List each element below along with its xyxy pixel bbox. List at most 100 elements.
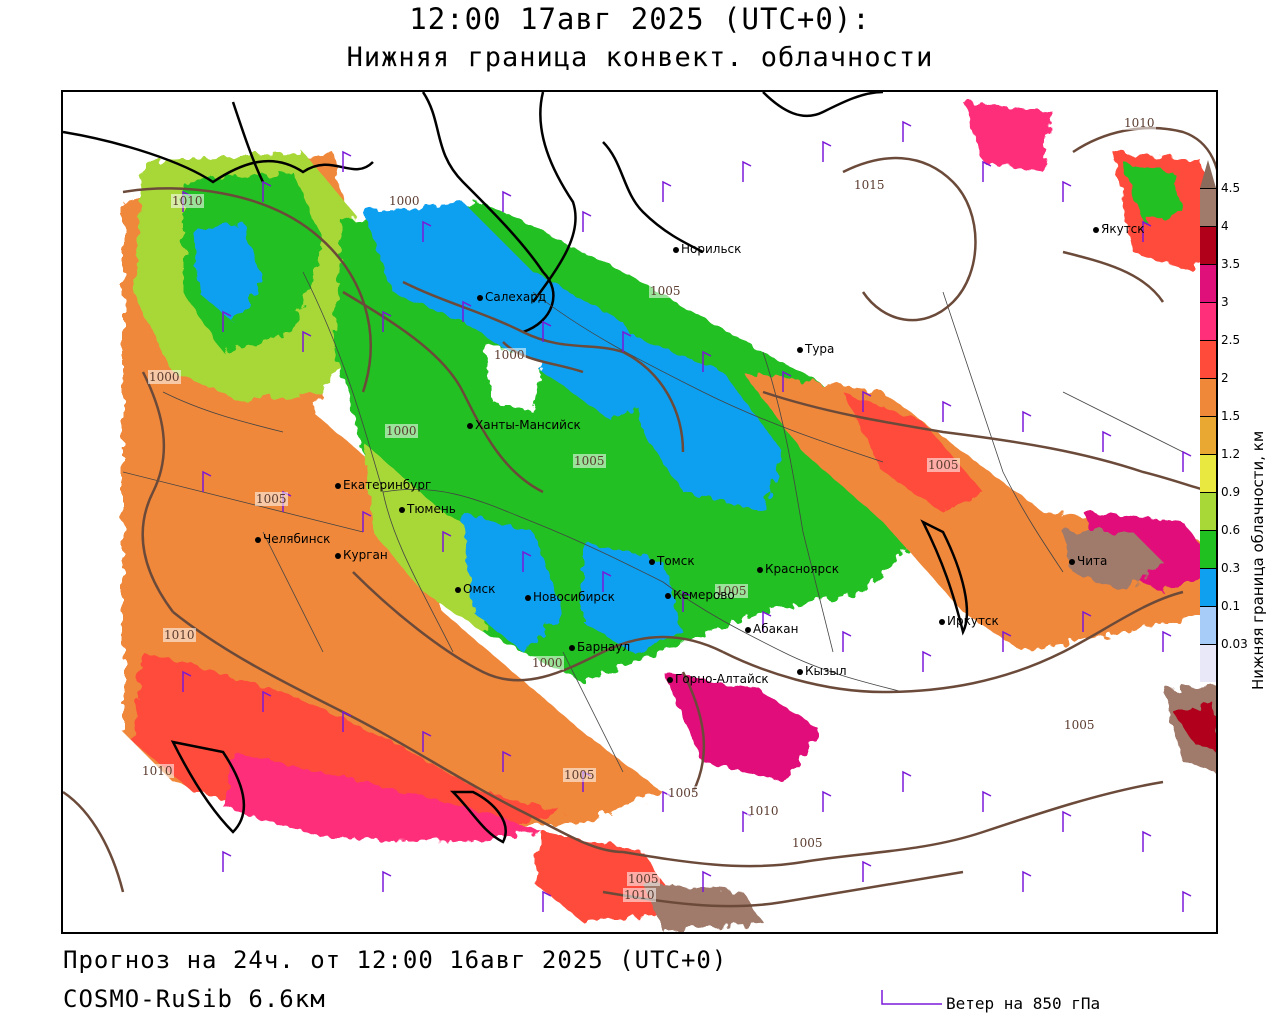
city-label: Барнаул xyxy=(569,640,630,654)
isobar-label: 1010 xyxy=(141,764,174,778)
isobar-label: 1010 xyxy=(1123,116,1156,130)
isobar-label: 1005 xyxy=(649,284,682,298)
isobar-label: 1005 xyxy=(715,584,748,598)
isobars xyxy=(63,126,1216,908)
city-dot-icon xyxy=(569,644,575,651)
colorbar-segment xyxy=(1200,226,1216,264)
cloud-area-blue-south xyxy=(463,512,563,652)
isobar-label: 1005 xyxy=(927,458,960,472)
city-label: Чита xyxy=(1069,554,1107,568)
city-dot-icon xyxy=(665,592,671,599)
wind-legend: Ветер на 850 гПа xyxy=(878,988,1138,1018)
city-label: Норильск xyxy=(673,242,741,256)
isobar-label: 1010 xyxy=(171,194,204,208)
admin-borders xyxy=(122,271,1184,773)
colorbar-tick-label: 1.5 xyxy=(1221,409,1241,423)
city-dot-icon xyxy=(667,676,673,683)
city-dot-icon xyxy=(673,246,679,253)
isobar-label: 1005 xyxy=(255,492,288,506)
isobar-label: 1005 xyxy=(573,454,606,468)
colorbar-segment xyxy=(1200,340,1216,378)
cloud-area-blue-west xyxy=(193,222,263,322)
city-label: Салехард xyxy=(477,290,546,304)
city-dot-icon xyxy=(797,346,803,353)
colorbar-tick-label: 1.2 xyxy=(1221,447,1241,461)
cloud-area-south-pink xyxy=(663,672,823,782)
city-dot-icon xyxy=(1093,226,1099,233)
colorbar-tick-label: 0.1 xyxy=(1221,599,1241,613)
city-dot-icon xyxy=(255,536,261,543)
cloud-area-pink xyxy=(223,752,543,842)
city-label: Абакан xyxy=(745,622,798,636)
cloud-area-blue-mid xyxy=(623,332,783,512)
colorbar-tick-label: 2 xyxy=(1221,371,1229,385)
cloud-area-south-brown xyxy=(643,882,763,932)
isobar-label: 1000 xyxy=(531,656,564,670)
colorbar-top-arrow-icon xyxy=(1200,160,1216,188)
isobar-label: 1010 xyxy=(623,888,656,902)
colorbar-tick-label: 0.3 xyxy=(1221,561,1241,575)
city-dot-icon xyxy=(455,586,461,593)
city-dot-icon xyxy=(757,566,763,573)
city-dot-icon xyxy=(525,594,531,601)
city-dot-icon xyxy=(335,482,341,489)
isobar-label: 1005 xyxy=(667,786,700,800)
colorbar-tick-label: 2.5 xyxy=(1221,333,1241,347)
city-dot-icon xyxy=(467,422,473,429)
colorbar-segment xyxy=(1200,568,1216,606)
colorbar-tick-label: 0.03 xyxy=(1221,637,1248,651)
cloud-area-orange-east xyxy=(743,372,1216,652)
colorbar-segment xyxy=(1200,530,1216,568)
city-dot-icon xyxy=(797,668,803,675)
city-label: Красноярск xyxy=(757,562,839,576)
city-dot-icon xyxy=(399,506,405,513)
map-title: 12:00 17авг 2025 (UTC+0): xyxy=(409,2,871,36)
isobar-label: 1010 xyxy=(747,804,780,818)
colorbar-title: Нижняя граница облачности, км xyxy=(1249,430,1267,690)
isobar-label: 1005 xyxy=(791,836,824,850)
isobar-label: 1000 xyxy=(148,370,181,384)
forecast-map: 1010 1000 1000 1000 1000 1005 1000 1005 … xyxy=(61,90,1218,934)
cloud-area-se-red xyxy=(1173,702,1216,751)
colorbar-segment xyxy=(1200,454,1216,492)
wind-barbs xyxy=(182,120,1192,912)
cloud-area-blue-east xyxy=(583,542,683,652)
city-label: Ханты-Мансийск xyxy=(467,418,581,432)
city-label: Якутск xyxy=(1093,222,1145,236)
city-dot-icon xyxy=(1069,558,1075,565)
city-dot-icon xyxy=(745,626,751,633)
city-label: Новосибирск xyxy=(525,590,615,604)
cloud-area-brown-east xyxy=(1063,532,1163,592)
isobar-label: 1005 xyxy=(1063,718,1096,732)
colorbar-segment xyxy=(1200,606,1216,644)
isobar-label: 1010 xyxy=(163,628,196,642)
colorbar-tick-label: 3 xyxy=(1221,295,1229,309)
colorbar-segment xyxy=(1200,644,1216,682)
isobar-label: 1005 xyxy=(627,872,660,886)
city-label: Курган xyxy=(335,548,388,562)
city-dot-icon xyxy=(477,294,483,301)
colorbar-segment xyxy=(1200,492,1216,530)
city-label: Томск xyxy=(649,554,695,568)
city-dot-icon xyxy=(939,618,945,625)
colorbar-tick-label: 3.5 xyxy=(1221,257,1241,271)
city-label: Горно-Алтайск xyxy=(667,672,769,686)
isobar-label: 1005 xyxy=(563,768,596,782)
colorbar-segment xyxy=(1200,188,1216,226)
city-label: Иркутск xyxy=(939,614,999,628)
isobar-label: 1000 xyxy=(385,424,418,438)
cloud-area-ne-pink xyxy=(963,102,1053,172)
colorbar-tick-label: 4.5 xyxy=(1221,181,1241,195)
wind-legend-label: Ветер на 850 гПа xyxy=(946,994,1101,1013)
city-label: Кызыл xyxy=(797,664,847,678)
city-dot-icon xyxy=(335,552,341,559)
coastlines xyxy=(63,92,969,844)
wind-barb-icon xyxy=(881,990,942,1005)
isobar-label: 1015 xyxy=(853,178,886,192)
colorbar-tick-label: 0.6 xyxy=(1221,523,1241,537)
cloud-area-red-east xyxy=(843,392,983,512)
map-subtitle: Нижняя граница конвект. облачности xyxy=(346,42,934,73)
colorbar: 4.5 4 3.5 3 2.5 2 1.5 1.2 0.9 0.6 0.3 0.1 0.03 xyxy=(1200,160,1280,700)
city-label: Тура xyxy=(797,342,834,356)
isobar-label: 1000 xyxy=(493,348,526,362)
